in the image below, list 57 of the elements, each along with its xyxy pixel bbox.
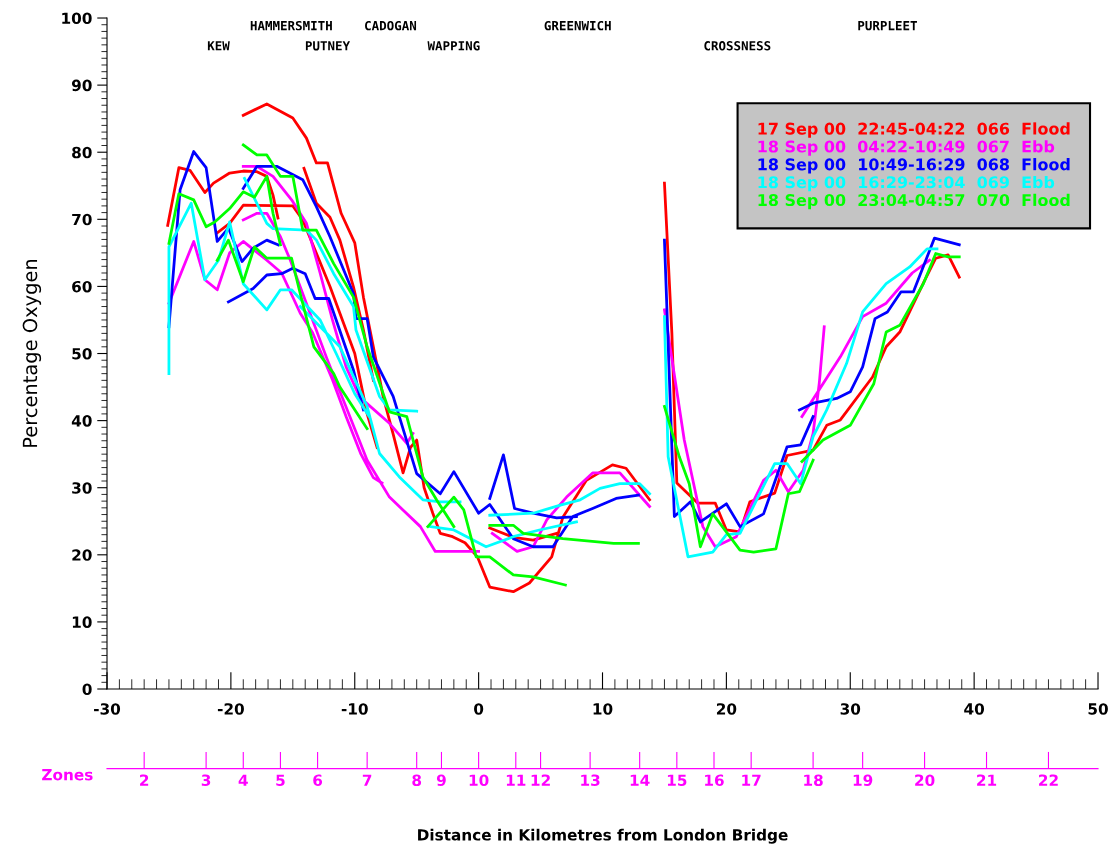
x-tick-label: -20: [217, 703, 244, 715]
x-tick-label: 20: [716, 703, 737, 715]
text: 18 Sep 00 10:49-16:29 068 Flood: [758, 158, 1070, 174]
x-tick-label: 30: [840, 703, 861, 715]
x-tick-label: 40: [964, 703, 985, 715]
annotation: PURPLEET: [858, 21, 917, 31]
text: 17 Sep 00 22:45-04:22 066 Flood: [758, 122, 1070, 138]
x-tick-label: -30: [94, 703, 121, 715]
y-tick-label: 40: [71, 415, 92, 427]
category-label: 9: [436, 774, 446, 786]
x-tick-label: 0: [474, 703, 484, 715]
annotation: CROSSNESS: [704, 41, 771, 51]
text: 18 Sep 00 23:04-04:57 070 Flood: [758, 193, 1070, 210]
y-tick-label: 70: [72, 213, 92, 226]
category-label: 6: [313, 774, 323, 786]
text: Zones: [42, 769, 93, 781]
category-label: 2: [140, 774, 149, 786]
annotation: PUTNEY: [305, 41, 351, 51]
x-tick-label: -10: [341, 703, 368, 715]
annotation: WAPPING: [427, 41, 480, 51]
y-tick-label: 50: [72, 347, 92, 360]
y-tick-label: 20: [72, 549, 92, 561]
category-label: 10: [469, 774, 489, 786]
category-label: 5: [276, 774, 285, 786]
annotation: KEW: [207, 41, 230, 51]
category-label: 15: [667, 774, 687, 786]
text: 18 Sep 00 16:29-23:04 069 Ebb: [758, 175, 1055, 192]
category-label: 13: [581, 774, 600, 786]
y-tick-label: 10: [72, 616, 92, 628]
y-tick-label: 90: [71, 79, 92, 92]
category-label: 11: [506, 774, 526, 786]
category-label: 21: [977, 774, 997, 786]
category-label: 14: [630, 774, 650, 786]
y-tick-label: 30: [72, 482, 92, 494]
y-tick-label: 60: [72, 280, 92, 293]
y-tick-label: 80: [72, 146, 92, 159]
annotation: CADOGAN: [365, 20, 417, 31]
category-label: 22: [1039, 774, 1058, 786]
category-label: 20: [915, 774, 935, 786]
x-tick-label: 10: [593, 703, 613, 715]
x-tick-label: 50: [1088, 703, 1108, 715]
category-label: 8: [412, 774, 422, 786]
y-tick-label: 0: [82, 683, 92, 696]
annotation: HAMMERSMITH: [250, 20, 332, 31]
y-tick-label: 100: [62, 12, 92, 25]
annotation: GREENWICH: [544, 20, 611, 31]
text: 18 Sep 00 04:22-10:49 067 Ebb: [758, 140, 1055, 156]
y-axis-title: Percentage Oxygen: [22, 259, 42, 447]
category-label: 16: [705, 774, 724, 786]
category-label: 4: [238, 774, 248, 786]
x-axis-title: Distance in Kilometres from London Bridge: [418, 828, 788, 844]
category-label: 18: [804, 774, 823, 786]
category-label: 7: [362, 774, 372, 786]
category-label: 19: [853, 774, 873, 786]
category-label: 12: [531, 774, 550, 786]
category-label: 17: [742, 774, 761, 786]
category-label: 3: [201, 774, 211, 786]
